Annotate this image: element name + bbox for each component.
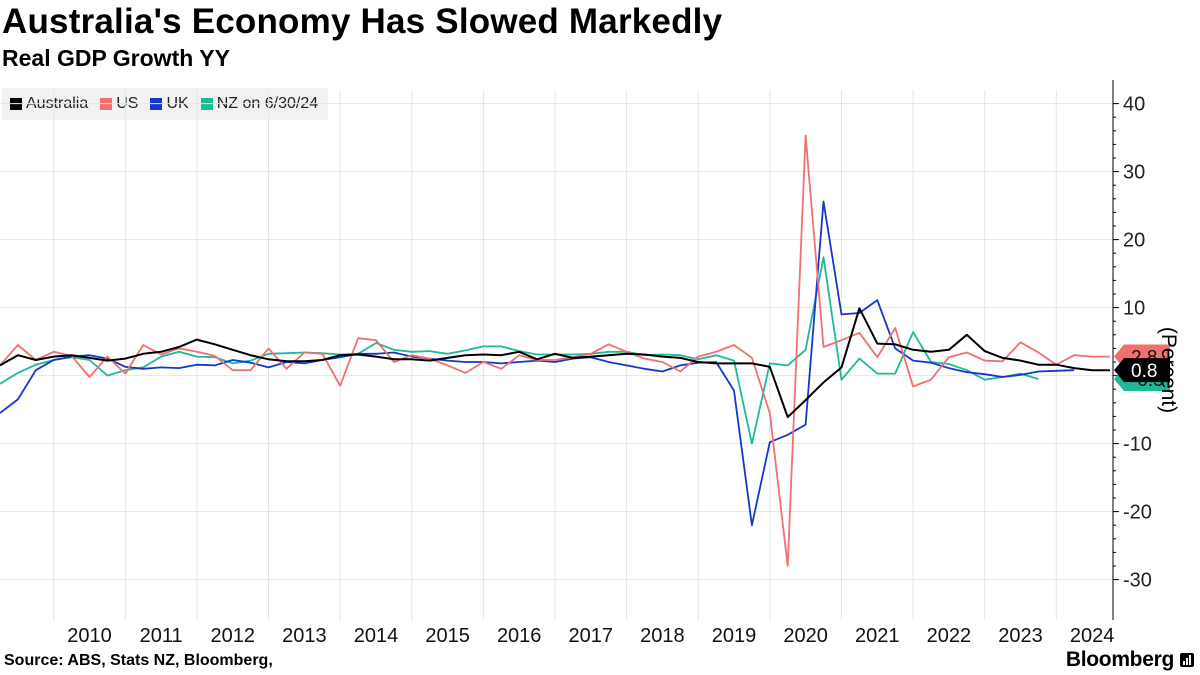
y-tick-label: -30 [1123,570,1152,592]
x-tick-label: 2018 [640,625,685,647]
chart-title: Australia's Economy Has Slowed Markedly [2,2,723,41]
y-tick-label: 10 [1123,298,1145,320]
x-tick-label: 2012 [210,625,255,647]
source-note: Source: ABS, Stats NZ, Bloomberg, [4,652,273,669]
y-tick-label: 30 [1123,162,1145,184]
end-tag-australia [1114,358,1170,383]
series-line-nz [0,256,1039,445]
x-tick-label: 2019 [712,625,757,647]
x-tick-label: 2013 [282,625,327,647]
x-tick-label: 2010 [67,625,112,647]
end-tag-label-australia: 0.8 [1131,361,1157,382]
x-tick-label: 2016 [497,625,542,647]
x-tick-label: 2017 [569,625,614,647]
x-tick-label: 2023 [998,625,1043,647]
series-line-australia [0,307,1110,419]
y-tick-label: 40 [1123,94,1145,116]
x-tick-label: 2021 [855,625,900,647]
x-tick-label: 2015 [425,625,470,647]
series-line-us [0,134,1110,567]
bloomberg-bars-icon [1180,653,1194,667]
x-tick-label: 2014 [354,625,399,647]
y-tick-label: -10 [1123,434,1152,456]
x-tick-label: 2022 [927,625,972,647]
bloomberg-logo: Bloomberg [1066,648,1194,672]
x-tick-label: 2011 [140,625,183,647]
brand-name: Bloomberg [1065,648,1174,671]
y-tick-label: 20 [1123,230,1145,252]
chart-subtitle: Real GDP Growth YY [2,45,230,71]
x-tick-label: 2024 [1070,625,1115,647]
y-axis-label: (Percent) [1157,326,1180,414]
x-tick-label: 2020 [783,625,828,647]
y-tick-label: -20 [1123,502,1152,524]
